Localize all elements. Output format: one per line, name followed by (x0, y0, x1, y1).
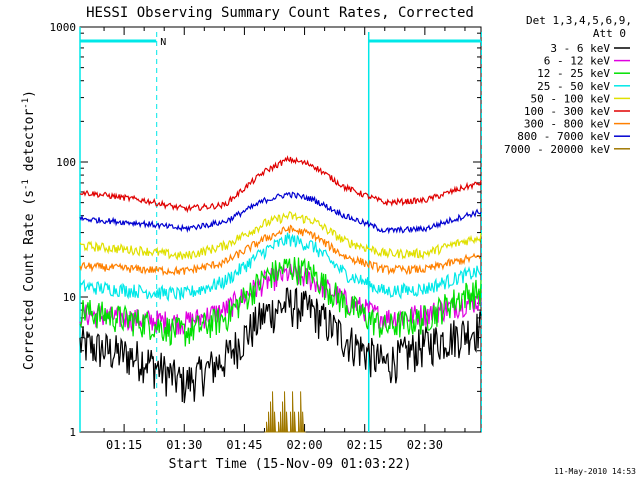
series-line-7 (79, 191, 482, 235)
y-axis-label-end: ) (22, 90, 37, 98)
y-axis-label-mid: detector (22, 109, 37, 180)
x-tick-labels: 01:15 01:30 01:45 02:00 02:15 02:30 (106, 438, 443, 452)
x-tick-label: 01:30 (166, 438, 202, 452)
y-tick-labels: 1 10 100 1000 (50, 21, 77, 439)
legend-label: 100 - 300 keV (524, 105, 610, 118)
y-axis-label: Corrected Count Rate (s-1 detector-1) (21, 90, 37, 370)
legend-header-attenuator: Att 0 (593, 27, 626, 40)
footer-timestamp: 11-May-2010 14:53 (554, 467, 636, 476)
legend-label: 800 - 7000 keV (517, 130, 610, 143)
y-tick-label: 1000 (50, 21, 77, 34)
y-axis-label-main: Corrected Count Rate (s (22, 190, 37, 370)
legend-label: 6 - 12 keV (544, 55, 611, 68)
series-line-2 (79, 256, 482, 347)
legend-label: 3 - 6 keV (550, 42, 610, 55)
chart-title: HESSI Observing Summary Count Rates, Cor… (86, 5, 474, 21)
y-axis-label-sup1: -1 (21, 179, 31, 190)
legend-label: 50 - 100 keV (531, 92, 611, 105)
series-line-5 (79, 155, 482, 214)
legend-label: 25 - 50 keV (537, 80, 610, 93)
series-line-4 (79, 211, 482, 261)
series-line-8 (264, 391, 306, 433)
x-tick-label: 01:45 (226, 438, 262, 452)
series-layer (79, 155, 482, 433)
x-tick-label: 01:15 (106, 438, 142, 452)
series-line-1 (79, 263, 482, 335)
x-axis-label: Start Time (15-Nov-09 01:03:22) (169, 457, 412, 472)
y-tick-label: 10 (63, 291, 76, 304)
legend-label: 12 - 25 keV (537, 67, 610, 80)
x-tick-label: 02:00 (286, 438, 322, 452)
night-flag-label: N (160, 37, 166, 48)
series-line-3 (79, 232, 482, 302)
series-line-6 (79, 224, 482, 277)
legend-label: 7000 - 20000 keV (504, 143, 610, 156)
y-tick-label: 100 (56, 156, 76, 169)
legend-header-detectors: Det 1,3,4,5,6,9, (526, 14, 632, 27)
y-tick-label: 1 (69, 426, 76, 439)
series-line-0 (79, 287, 482, 404)
x-tick-label: 02:15 (347, 438, 383, 452)
legend-label: 300 - 800 keV (524, 118, 610, 131)
y-axis-label-sup2: -1 (21, 98, 31, 109)
x-tick-label: 02:30 (407, 438, 443, 452)
night-flags: N (79, 27, 482, 432)
